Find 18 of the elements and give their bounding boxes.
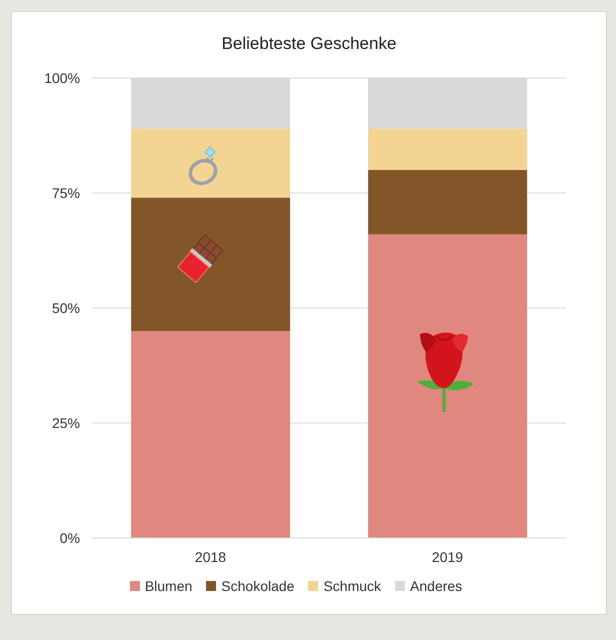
legend-label: Schmuck [323,578,382,594]
chart-title: Beliebteste Geschenke [220,34,398,54]
bar [131,128,290,198]
legend-label: Anderes [410,578,462,594]
y-tick-label: 50% [52,300,80,316]
y-tick-label: 75% [52,184,80,201]
x-tick-label: 2018 [194,548,226,565]
bar [368,170,528,234]
bar [131,198,290,331]
y-tick-label: 25% [52,414,80,431]
legend-label: Blumen [144,578,192,594]
bar [368,128,528,170]
bar [131,331,290,538]
legend-label: Schokolade [221,578,294,594]
y-tick-label: 100% [44,70,80,86]
x-tick-label: 2019 [432,548,464,565]
y-tick-label: 0% [60,530,80,546]
bar [368,234,528,538]
